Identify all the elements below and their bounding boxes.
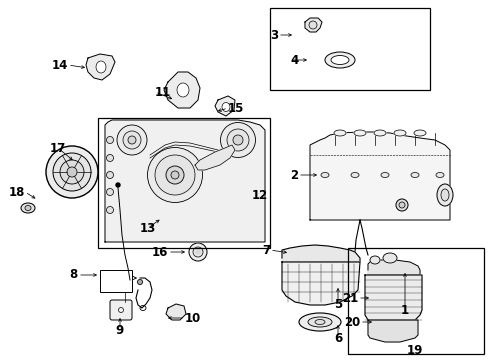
Text: 1: 1 (400, 303, 408, 316)
Ellipse shape (373, 130, 385, 136)
Ellipse shape (232, 135, 243, 145)
Ellipse shape (106, 189, 113, 195)
Polygon shape (165, 304, 185, 320)
Text: 7: 7 (262, 243, 269, 257)
Ellipse shape (117, 125, 147, 155)
Polygon shape (364, 275, 421, 326)
Text: 18: 18 (9, 185, 25, 198)
Ellipse shape (440, 189, 448, 201)
Polygon shape (163, 72, 200, 108)
Ellipse shape (189, 243, 206, 261)
Text: 21: 21 (341, 292, 357, 305)
Text: 12: 12 (251, 189, 268, 202)
Polygon shape (305, 18, 321, 32)
Ellipse shape (106, 136, 113, 144)
Text: 13: 13 (140, 221, 156, 234)
Text: 5: 5 (333, 298, 342, 311)
Text: 17: 17 (50, 141, 66, 154)
Ellipse shape (106, 207, 113, 213)
Polygon shape (309, 132, 449, 220)
Ellipse shape (325, 52, 354, 68)
Polygon shape (282, 245, 359, 262)
Ellipse shape (436, 184, 452, 206)
Ellipse shape (350, 172, 358, 177)
Text: 14: 14 (52, 59, 68, 72)
FancyBboxPatch shape (110, 300, 132, 320)
Text: 20: 20 (343, 315, 359, 328)
Text: 16: 16 (151, 246, 168, 258)
Ellipse shape (380, 172, 388, 177)
Ellipse shape (128, 136, 136, 144)
Polygon shape (195, 145, 235, 170)
Ellipse shape (307, 317, 331, 327)
Ellipse shape (46, 146, 98, 198)
Ellipse shape (298, 313, 340, 331)
Ellipse shape (165, 166, 183, 184)
Text: 10: 10 (184, 311, 201, 324)
Text: 15: 15 (227, 102, 244, 114)
Polygon shape (367, 260, 419, 275)
Text: 6: 6 (333, 332, 342, 345)
Ellipse shape (116, 183, 120, 187)
Ellipse shape (222, 103, 229, 112)
Ellipse shape (193, 247, 203, 257)
Ellipse shape (147, 148, 202, 202)
Ellipse shape (21, 203, 35, 213)
Text: 11: 11 (155, 86, 171, 99)
Ellipse shape (177, 83, 189, 97)
Ellipse shape (106, 171, 113, 179)
Ellipse shape (137, 279, 142, 284)
Text: 8: 8 (70, 269, 78, 282)
Ellipse shape (155, 155, 195, 195)
Ellipse shape (353, 130, 365, 136)
Ellipse shape (320, 172, 328, 177)
Ellipse shape (382, 253, 396, 263)
Ellipse shape (314, 320, 325, 324)
Ellipse shape (96, 61, 106, 73)
Bar (100, 270, 132, 292)
Ellipse shape (308, 21, 316, 29)
Ellipse shape (393, 130, 405, 136)
Polygon shape (105, 120, 264, 242)
Ellipse shape (53, 153, 91, 191)
Ellipse shape (333, 130, 346, 136)
Ellipse shape (226, 129, 248, 151)
Bar (98, 118, 269, 248)
Ellipse shape (220, 122, 255, 158)
Ellipse shape (67, 167, 77, 177)
Ellipse shape (398, 202, 404, 208)
Ellipse shape (413, 130, 425, 136)
Text: 4: 4 (289, 54, 298, 67)
Ellipse shape (106, 154, 113, 162)
Text: 9: 9 (116, 324, 124, 337)
Ellipse shape (171, 171, 179, 179)
Polygon shape (282, 262, 359, 305)
Ellipse shape (123, 131, 141, 149)
Ellipse shape (369, 256, 379, 264)
Bar (269, 8, 429, 90)
Ellipse shape (330, 55, 348, 64)
Ellipse shape (196, 250, 200, 254)
Ellipse shape (410, 172, 418, 177)
Polygon shape (367, 320, 417, 342)
Ellipse shape (395, 199, 407, 211)
Ellipse shape (60, 160, 84, 184)
Polygon shape (86, 54, 115, 80)
Polygon shape (215, 96, 235, 116)
Ellipse shape (25, 206, 31, 211)
Text: 3: 3 (269, 28, 278, 41)
Text: 19: 19 (406, 343, 422, 356)
Ellipse shape (435, 172, 443, 177)
Bar (347, 248, 483, 354)
Text: 2: 2 (289, 168, 297, 181)
